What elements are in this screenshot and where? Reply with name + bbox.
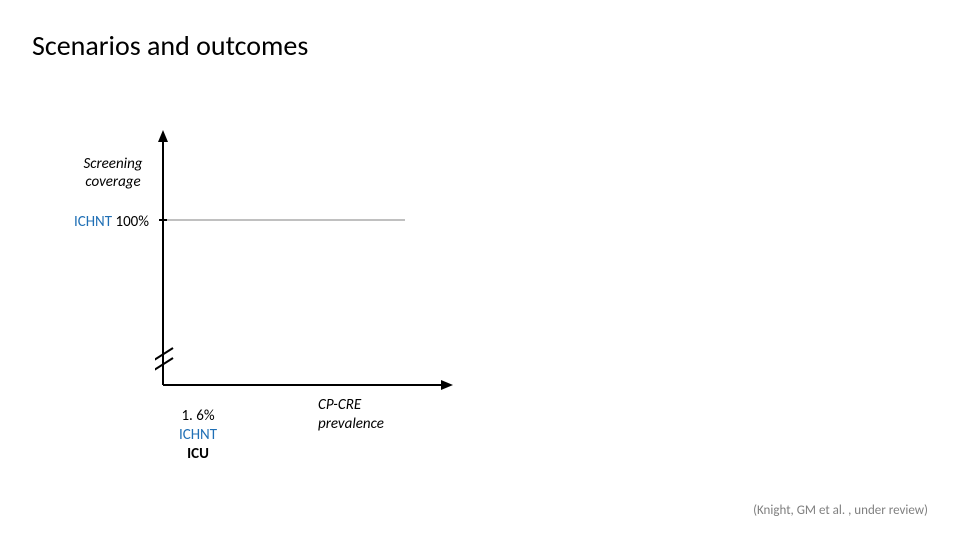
x-axis-label: CP-CRE prevalence: [318, 396, 408, 434]
chart-axes: [155, 130, 455, 390]
x-tick-value: 1. 6%: [181, 407, 214, 425]
y-tick-label: ICHNT 100%: [39, 213, 149, 231]
citation-text: (Knight, GM et al. , under review): [753, 503, 928, 518]
y-tick-value: 100%: [115, 213, 149, 231]
page-title: Scenarios and outcomes: [32, 28, 308, 63]
y-tick-prefix: ICHNT: [74, 213, 112, 231]
x-tick-line2: ICHNT: [168, 426, 228, 445]
y-axis-label: Screening coverage: [73, 155, 153, 191]
x-tick-label: 1. 6% ICHNT ICU: [168, 407, 228, 463]
x-tick-line3: ICU: [168, 445, 228, 464]
